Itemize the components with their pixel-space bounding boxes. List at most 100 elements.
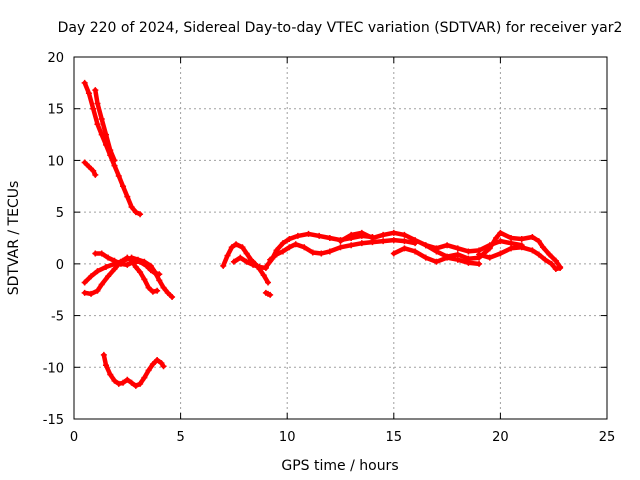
data-point [508, 245, 515, 252]
y-tick-label: 15 [47, 103, 64, 118]
data-point [90, 105, 97, 112]
data-point [557, 264, 564, 271]
data-point [380, 231, 387, 238]
data-point [92, 87, 99, 94]
data-point [529, 233, 536, 240]
x-tick-label: 5 [176, 430, 184, 445]
data-point [132, 263, 139, 270]
data-point [401, 245, 408, 252]
data-point [390, 250, 397, 257]
data-point [120, 379, 127, 386]
data-point [390, 229, 397, 236]
data-point [111, 257, 118, 264]
series-arc-3 [82, 160, 98, 178]
data-point [149, 288, 156, 295]
data-point [301, 244, 308, 251]
data-point [279, 240, 286, 247]
data-point [98, 250, 105, 257]
y-tick-label: -10 [43, 361, 64, 376]
y-tick-label: 10 [47, 154, 64, 169]
data-point [535, 251, 542, 258]
data-point [267, 291, 274, 298]
data-point [237, 254, 244, 261]
data-point [137, 211, 144, 218]
data-point [130, 258, 137, 265]
data-point [137, 258, 144, 265]
data-point [137, 269, 144, 276]
data-point [267, 256, 274, 263]
data-point [81, 159, 88, 166]
x-tick-label: 0 [70, 430, 78, 445]
data-point [233, 241, 240, 248]
data-point [337, 238, 344, 245]
data-point [548, 260, 555, 267]
x-tick-label: 15 [386, 430, 403, 445]
series-arc-15 [423, 230, 563, 270]
data-point [81, 279, 88, 286]
data-point [529, 247, 536, 254]
x-tick-label: 10 [279, 430, 296, 445]
data-point [292, 241, 299, 248]
data-point [141, 374, 148, 381]
data-point [156, 277, 163, 284]
data-point [390, 237, 397, 244]
data-point [98, 281, 105, 288]
data-point [160, 363, 167, 370]
series-arc-7 [101, 352, 166, 389]
data-point [152, 270, 159, 277]
data-point [160, 284, 167, 291]
data-point [228, 244, 235, 251]
data-point [305, 230, 312, 237]
data-point [107, 147, 114, 154]
data-point [518, 244, 525, 251]
data-point [380, 238, 387, 245]
data-point [422, 242, 429, 249]
data-point [124, 261, 131, 268]
data-point [239, 244, 246, 251]
data-point [124, 254, 131, 261]
data-point [92, 250, 99, 257]
data-point [141, 276, 148, 283]
series-arc-1 [82, 80, 143, 217]
data-point [348, 242, 355, 249]
data-point [286, 236, 293, 243]
data-point [279, 248, 286, 255]
data-point [224, 252, 231, 259]
data-point [518, 236, 525, 243]
data-point [508, 240, 515, 247]
data-point [124, 376, 131, 383]
data-point [120, 183, 127, 190]
data-point [92, 171, 99, 178]
data-point [260, 272, 267, 279]
data-point [309, 249, 316, 256]
data-point [102, 131, 109, 138]
data-point [111, 377, 118, 384]
x-axis-label: GPS time / hours [281, 458, 398, 474]
data-point [230, 258, 237, 265]
data-point [262, 263, 269, 270]
data-point [111, 157, 118, 164]
data-point [552, 266, 559, 273]
data-point [508, 235, 515, 241]
x-axis: 0 5 10 15 20 25 [70, 57, 615, 445]
data-point [444, 242, 451, 249]
data-point [147, 267, 154, 274]
data-point [94, 268, 101, 275]
y-tick-label: -5 [51, 310, 64, 325]
data-series [81, 79, 564, 389]
plot-frame [73, 56, 608, 420]
data-point [369, 235, 376, 241]
data-point [476, 260, 483, 267]
data-point [286, 244, 293, 251]
data-point [401, 231, 408, 238]
data-point [497, 250, 504, 257]
data-point [88, 290, 95, 297]
data-point [149, 361, 156, 368]
data-point [85, 90, 92, 97]
data-point [250, 261, 257, 268]
data-point [358, 240, 365, 247]
data-point [158, 360, 165, 367]
data-point [132, 209, 139, 216]
data-point [535, 238, 542, 245]
data-point [145, 284, 152, 291]
